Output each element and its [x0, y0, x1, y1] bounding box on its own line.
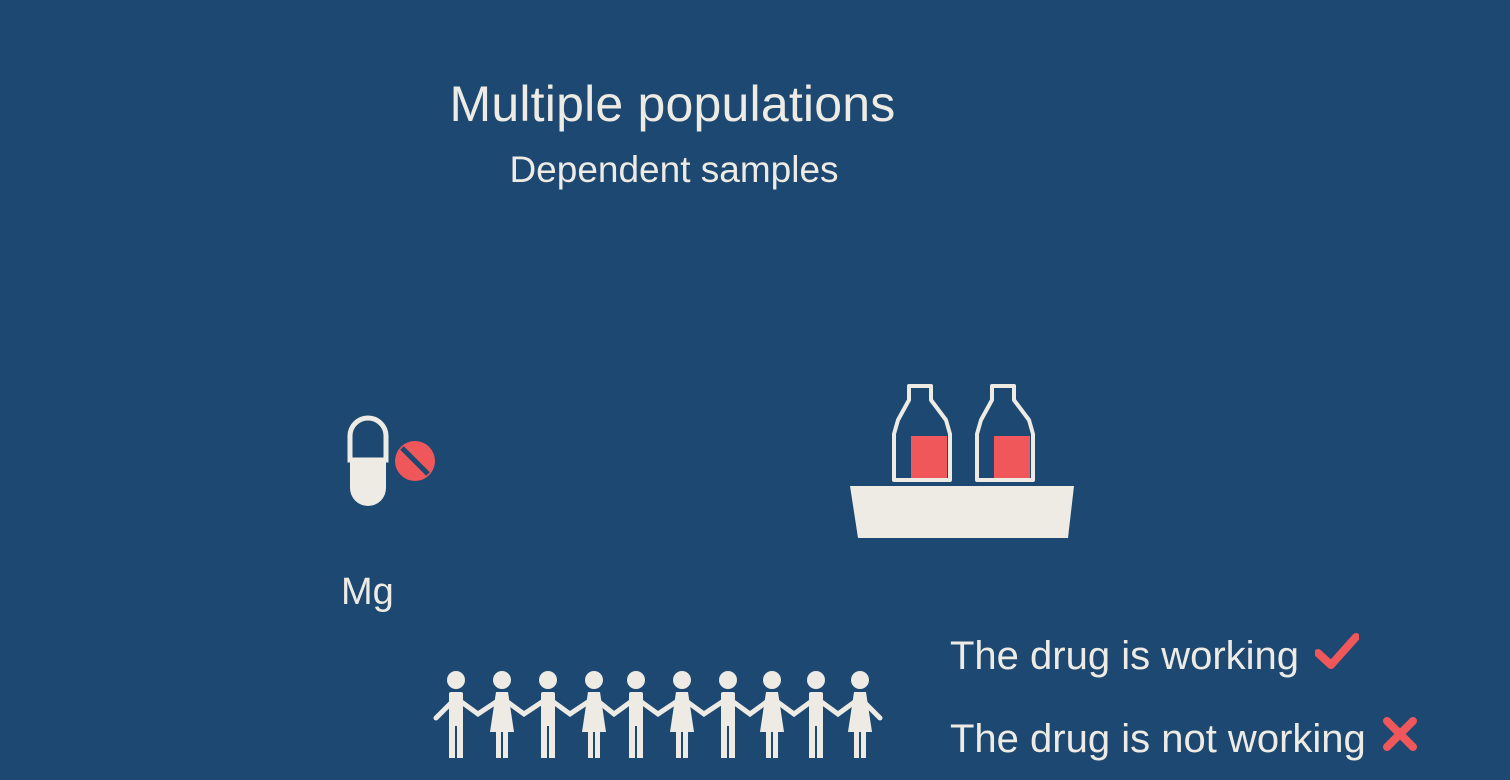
bottle-icon	[892, 384, 952, 482]
person-icon	[627, 671, 645, 758]
person-icon	[848, 671, 872, 758]
check-icon	[1314, 632, 1361, 680]
slide-title: Multiple populations	[449, 76, 896, 132]
tray-icon	[850, 486, 1074, 538]
people-group-icon	[433, 671, 883, 758]
statement-working: The drug is working	[950, 632, 1361, 680]
statement-working-text: The drug is working	[950, 634, 1300, 678]
person-icon	[582, 671, 606, 758]
no-pill-icon	[395, 441, 435, 481]
statement-not-working-text: The drug is not working	[950, 717, 1366, 761]
capsule-icon	[347, 415, 389, 506]
person-icon	[490, 671, 514, 758]
person-icon	[670, 671, 694, 758]
person-icon	[760, 671, 784, 758]
drug-label: Mg	[341, 571, 394, 613]
bottle-icon	[975, 384, 1035, 482]
person-icon	[807, 671, 825, 758]
bottles-on-tray-icon	[850, 384, 1074, 538]
person-icon	[447, 671, 465, 758]
slide-subtitle: Dependent samples	[509, 149, 839, 190]
person-icon	[539, 671, 557, 758]
cross-icon	[1382, 715, 1418, 763]
statement-not-working: The drug is not working	[950, 715, 1418, 763]
person-icon	[719, 671, 737, 758]
